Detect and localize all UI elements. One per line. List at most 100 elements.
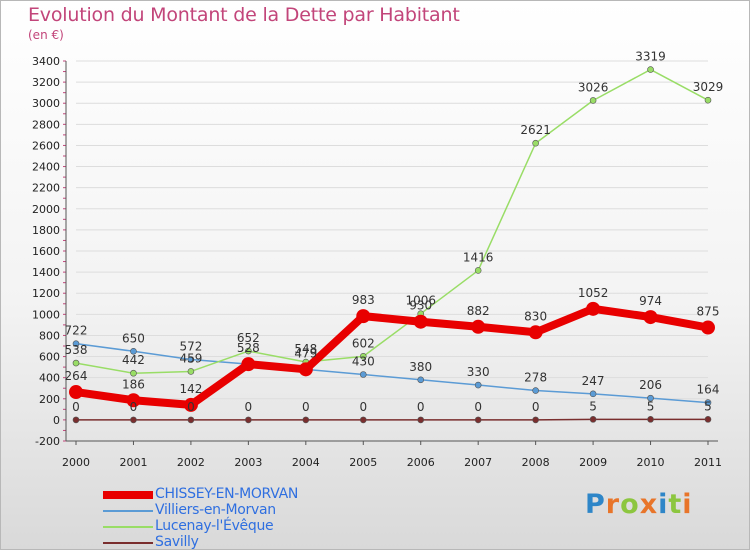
y-tick-label: 2600 (32, 139, 60, 152)
data-label: 602 (352, 336, 375, 350)
y-tick-label: -200 (35, 435, 60, 448)
data-label: 722 (65, 324, 88, 338)
data-label: 0 (72, 400, 80, 414)
data-point (417, 416, 425, 424)
x-tick-label: 2010 (637, 456, 665, 469)
data-label: 650 (122, 331, 145, 345)
data-label: 1006 (405, 294, 436, 308)
x-tick-label: 2009 (579, 456, 607, 469)
legend-swatch-lucenay (103, 526, 153, 528)
data-point (647, 66, 654, 73)
x-tick-label: 2004 (292, 456, 320, 469)
x-tick-label: 2002 (177, 456, 205, 469)
legend-swatch-chissey (103, 491, 153, 499)
data-label: 3026 (578, 80, 609, 94)
data-label: 3319 (635, 50, 666, 64)
data-label: 0 (532, 400, 540, 414)
data-label: 1052 (578, 286, 609, 300)
data-label: 875 (697, 305, 720, 319)
data-point (302, 416, 310, 424)
y-tick-label: 3400 (32, 55, 60, 68)
data-label: 278 (524, 371, 547, 385)
data-point (589, 416, 597, 423)
logo-letter: P (585, 489, 606, 520)
data-label: 548 (294, 342, 317, 356)
y-tick-label: 1000 (32, 308, 60, 321)
data-point (589, 390, 597, 398)
data-point (647, 394, 654, 402)
y-tick-label: 3000 (32, 97, 60, 110)
data-point (586, 301, 601, 316)
data-label: 380 (409, 360, 432, 374)
x-tick-label: 2006 (407, 456, 435, 469)
data-label: 0 (187, 400, 195, 414)
data-point (130, 347, 137, 355)
data-point (245, 347, 252, 355)
data-label: 1416 (463, 250, 494, 264)
data-label: 0 (130, 400, 138, 414)
data-point (471, 319, 486, 334)
data-label: 538 (65, 343, 88, 357)
data-label: 142 (179, 382, 202, 396)
data-label: 330 (467, 365, 490, 379)
data-point (704, 399, 712, 406)
data-label: 3029 (693, 80, 724, 94)
data-label: 0 (302, 400, 310, 414)
y-tick-label: 0 (53, 414, 60, 427)
data-point (413, 314, 428, 329)
data-point (130, 416, 137, 424)
data-label: 0 (474, 400, 482, 414)
x-tick-label: 2000 (62, 456, 90, 469)
series-line (76, 418, 708, 421)
y-tick-label: 2400 (32, 161, 60, 174)
data-label: 882 (467, 304, 490, 318)
data-label: 164 (697, 383, 720, 397)
data-label: 430 (352, 355, 375, 369)
data-point (359, 353, 367, 360)
proxiti-logo: Proxiti (585, 489, 693, 520)
y-tick-label: 200 (39, 393, 60, 406)
logo-letter: x (639, 489, 659, 520)
x-tick-label: 2005 (349, 456, 377, 469)
data-point (701, 320, 715, 335)
y-tick-label: 2800 (32, 118, 60, 131)
data-label: 5 (704, 399, 712, 413)
series-line (75, 342, 709, 404)
data-label: 442 (122, 353, 145, 367)
y-tick-label: 1800 (32, 224, 60, 237)
data-point (72, 359, 80, 367)
x-tick-label: 2011 (694, 456, 722, 469)
x-tick-label: 2001 (119, 456, 147, 469)
data-label: 974 (639, 294, 662, 308)
y-tick-label: 1400 (32, 266, 60, 279)
data-point (245, 416, 252, 424)
data-point (298, 362, 313, 377)
data-label: 206 (639, 378, 662, 392)
data-point (474, 381, 482, 389)
legend-swatch-savilly (103, 542, 153, 544)
data-point (417, 376, 425, 384)
data-label: 2621 (520, 123, 551, 137)
data-point (72, 416, 80, 424)
data-point (187, 368, 195, 375)
logo-letter: i (658, 489, 669, 520)
data-label: 0 (417, 400, 425, 414)
data-point (241, 357, 256, 372)
data-label: 479 (294, 346, 317, 360)
data-point (69, 385, 83, 400)
data-label: 5 (647, 399, 655, 413)
data-point (187, 416, 195, 424)
y-tick-label: 400 (39, 372, 60, 385)
legend-label-chissey: CHISSEY-EN-MORVAN (155, 486, 299, 502)
y-tick-label: 1600 (32, 245, 60, 258)
data-label: 459 (179, 351, 202, 365)
data-point (532, 139, 539, 147)
series-line (75, 68, 709, 374)
data-label: 528 (237, 341, 260, 355)
data-point (359, 416, 367, 424)
data-point (356, 309, 371, 324)
data-point (72, 340, 80, 347)
data-point (532, 416, 539, 424)
